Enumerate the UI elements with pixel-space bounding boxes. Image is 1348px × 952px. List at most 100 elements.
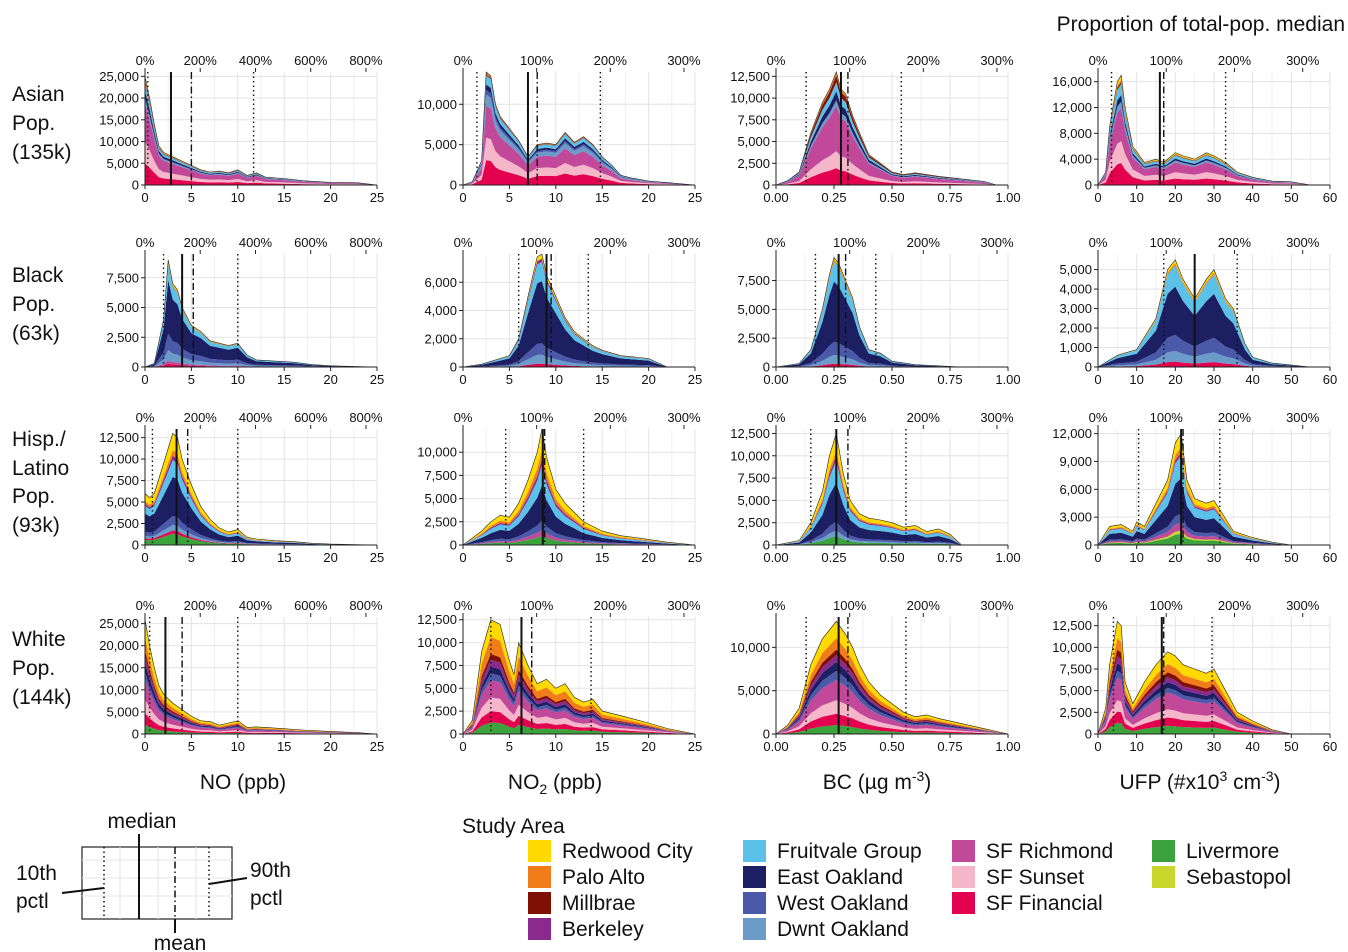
x-tick-label: 40 [1245,739,1259,754]
x-tick-label: 1.00 [995,550,1020,565]
x-title-no2-rest: (ppb) [547,771,602,794]
panel-no2: 0 5 10 15 20 25 0 5,000 10,000 0% 100% 200% 300% [417,53,702,205]
y-tick-label: 5,000 [106,704,139,719]
pct-tick-label: 0% [767,53,786,68]
legend-label: SF Richmond [986,840,1113,863]
pct-tick-label: 400% [239,598,273,613]
area-west-oakland [145,516,377,545]
area-sf-financial [776,168,1008,185]
x-tick-label: 10 [549,372,563,387]
pct-tick-label: 200% [184,235,218,250]
x-tick-label: 0 [141,739,148,754]
legend-swatch [528,840,551,862]
area-dwnt-oakland [463,354,695,367]
total-outline [1097,259,1330,368]
y-tick-label: 12,500 [1052,618,1092,633]
legend-title: Study Area [462,815,565,838]
pct-tick-label: 400% [239,53,273,68]
x-title-ufp-sup: 3 [1219,768,1227,784]
row-label-line: Asian [12,83,65,106]
y-tick-label: 0 [763,360,770,375]
legend-item: Sebastopol [1152,866,1291,889]
pct-tick-label: 0% [1089,235,1108,250]
legend-label: East Oakland [777,866,903,889]
x-tick-label: 0.25 [821,739,846,754]
x-tick-label: 0 [141,190,148,205]
row-label-line: (93k) [12,514,60,537]
x-tick-label: 0.50 [879,190,904,205]
pct-tick-label: 0% [767,235,786,250]
key-p10-label-line1: 10th [16,862,57,885]
total-outline [462,619,696,735]
legend-label: Palo Alto [562,866,645,889]
area-sf-richmond [776,679,1008,734]
area-dwnt-oakland [145,349,377,367]
pct-tick-label: 200% [1218,235,1252,250]
x-tick-label: 5 [188,190,195,205]
legend-item: Dwnt Oakland [743,918,909,941]
area-palo-alto [776,450,1008,545]
x-title-no: NO (ppb) [200,771,286,794]
pct-tick-label: 100% [1150,235,1184,250]
panel-ufp: 0 10 20 30 40 50 60 0 2,500 5,000 7,500 10,000 12,50… [1052,598,1337,754]
x-tick-label: 5 [506,739,513,754]
y-tick-label: 0 [1085,538,1092,553]
pct-tick-label: 800% [349,410,383,425]
total-outline [1097,432,1330,546]
pct-tick-label: 0% [1089,598,1108,613]
y-tick-label: 0 [450,727,457,742]
pct-tick-label: 200% [907,410,941,425]
x-title-bc-base: BC (µg m [823,771,912,794]
x-tick-label: 0 [1094,550,1101,565]
area-sf-financial [145,530,377,545]
y-tick-label: 4,000 [424,303,457,318]
legend-item: SF Richmond [952,840,1113,863]
x-tick-label: 1.00 [995,372,1020,387]
x-tick-label: 60 [1323,190,1337,205]
pct-tick-label: 0% [136,410,155,425]
area-west-oakland [1098,670,1330,734]
panel-no2: 0 5 10 15 20 25 0 2,000 4,000 6,000 0% 100% 200% 300% [424,235,702,387]
x-tick-label: 10 [549,739,563,754]
y-tick-label: 6,000 [424,275,457,290]
area-sf-financial [463,160,695,185]
total-outline [144,619,378,735]
y-tick-label: 10,000 [417,97,457,112]
legend-item: Livermore [1152,840,1279,863]
area-west-oakland [463,520,695,545]
x-tick-label: 5 [506,190,513,205]
pct-tick-label: 200% [907,235,941,250]
x-tick-label: 0.25 [821,190,846,205]
total-outline [144,259,378,368]
y-tick-label: 10,000 [730,448,770,463]
x-tick-label: 0.25 [821,372,846,387]
pct-tick-label: 300% [1286,235,1320,250]
pct-tick-label: 200% [594,235,628,250]
y-tick-label: 7,500 [737,273,770,288]
area-sf-sunset [463,137,695,185]
area-sf-financial [145,163,377,185]
x-tick-label: 10 [231,190,245,205]
row-label-line: Black [12,264,64,287]
x-tick-label: 50 [1284,190,1298,205]
area-sf-financial [776,713,1008,734]
panel-no: 0 5 10 15 20 25 0 2,500 5,000 7,500 10,000 12,500 0%… [99,410,384,565]
x-tick-label: 25 [370,550,384,565]
x-title-bc: BC (µg m-3) [823,768,932,794]
x-tick-label: 40 [1245,372,1259,387]
pct-tick-label: 800% [349,235,383,250]
y-tick-label: 7,500 [737,471,770,486]
y-tick-label: 5,000 [424,137,457,152]
x-tick-label: 25 [688,190,702,205]
y-tick-label: 5,000 [424,491,457,506]
y-tick-label: 2,500 [424,514,457,529]
x-tick-label: 20 [1168,190,1182,205]
legend-swatch [952,866,975,888]
y-tick-label: 2,500 [737,331,770,346]
row-label-line: Pop. [12,657,55,680]
area-livermore [1098,722,1330,734]
area-east-oakland [145,476,377,545]
x-tick-label: 15 [277,550,291,565]
area-dwnt-oakland [776,530,1008,545]
legend-item: Palo Alto [528,866,645,889]
